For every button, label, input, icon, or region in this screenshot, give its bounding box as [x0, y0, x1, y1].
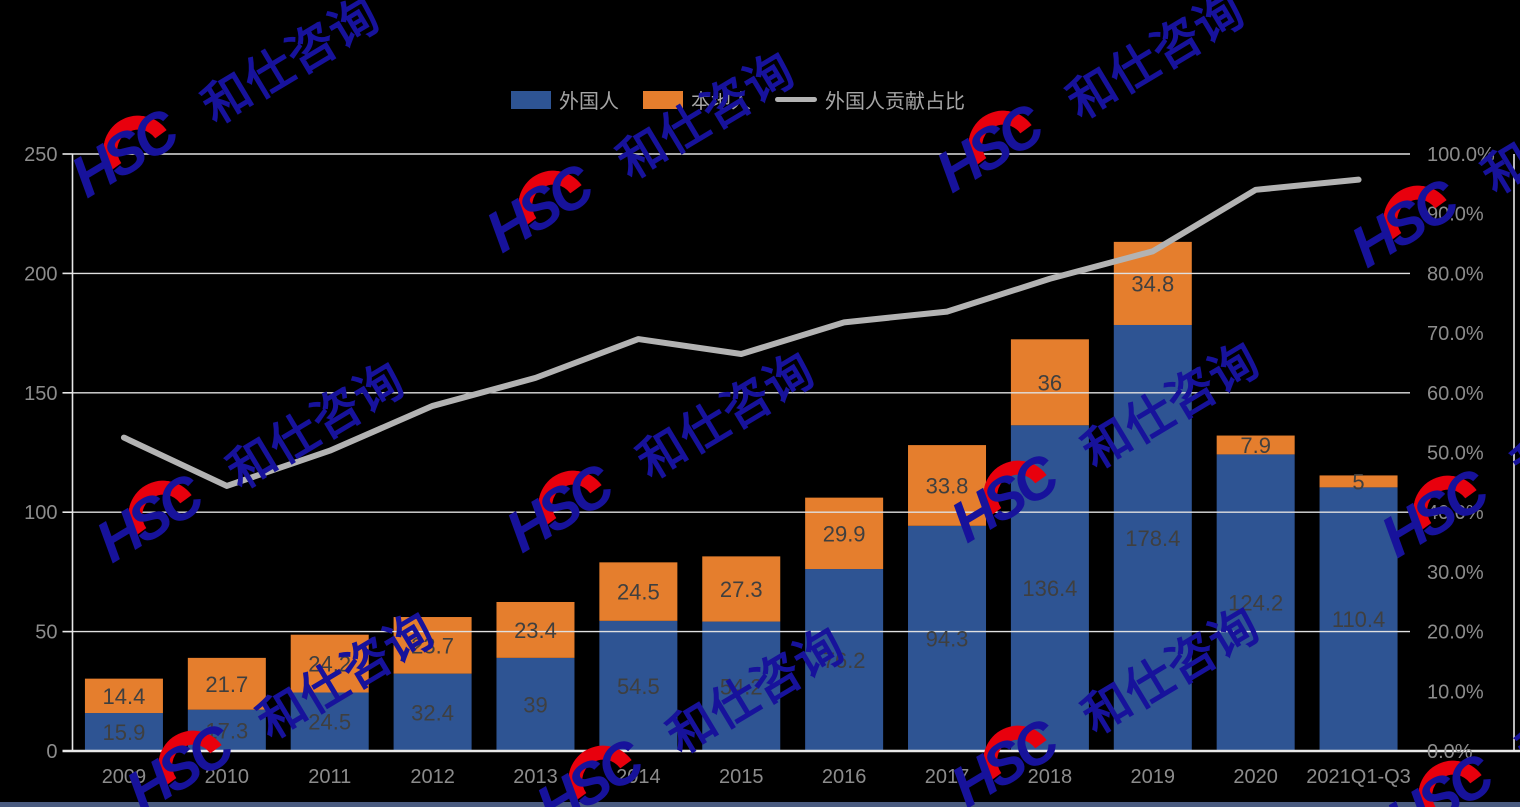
bar-label-foreigners-2014: 54.5 [617, 674, 660, 699]
bar-label-locals-2018: 36 [1038, 370, 1062, 395]
pct-tick-label-10.0%: 10.0% [1427, 681, 1484, 703]
bar-foreigners-2013 [496, 657, 575, 751]
bar-foreigners-2018 [1010, 425, 1089, 751]
x-tick-label-2009: 2009 [102, 766, 147, 788]
legend-item-contribution-ratio: 外国人贡献占比 [775, 85, 965, 114]
bar-label-foreigners-2021Q1-Q3: 110.4 [1332, 607, 1385, 632]
x-tick-label-2020: 2020 [1233, 766, 1278, 788]
bar-foreigners-2020 [1216, 454, 1295, 751]
pct-tick-label-60.0%: 60.0% [1427, 383, 1484, 405]
y-tick-label-200: 200 [24, 263, 57, 285]
legend-swatch-locals [643, 90, 683, 109]
bar-foreigners-2009 [84, 713, 163, 751]
bar-label-foreigners-2013: 39 [523, 692, 547, 717]
x-tick-label-2010: 2010 [205, 766, 250, 788]
bar-locals-2012 [393, 617, 472, 674]
bar-foreigners-2019 [1113, 324, 1192, 751]
bar-locals-2016 [805, 497, 884, 570]
bar-label-locals-2016: 29.9 [823, 521, 866, 546]
x-tick-label-2015: 2015 [719, 766, 764, 788]
legend-label-contribution-ratio: 外国人贡献占比 [825, 91, 965, 113]
bar-label-foreigners-2018: 136.4 [1022, 576, 1077, 601]
bar-label-locals-2013: 23.4 [514, 618, 557, 643]
pct-tick-label-90.0%: 90.0% [1427, 204, 1484, 226]
bar-locals-2020 [1216, 435, 1295, 455]
bar-locals-2009 [84, 678, 163, 714]
bar-label-foreigners-2016: 76.2 [823, 648, 866, 673]
legend-item-foreigners: 外国人 [511, 85, 619, 114]
bar-foreigners-2021Q1-Q3 [1319, 487, 1398, 751]
x-tick-label-2011: 2011 [308, 766, 351, 788]
y-tick-label-50: 50 [35, 622, 57, 644]
y-tick-label-150: 150 [24, 383, 57, 405]
pct-tick-label-40.0%: 40.0% [1427, 502, 1484, 524]
bar-locals-2021Q1-Q3 [1319, 475, 1398, 488]
pct-tick-label-20.0%: 20.0% [1427, 622, 1484, 644]
bar-label-locals-2015: 27.3 [720, 577, 763, 602]
bar-foreigners-2015 [702, 621, 781, 751]
bar-locals-2011 [290, 634, 369, 693]
x-tick-label-2018: 2018 [1028, 766, 1073, 788]
bar-foreigners-2014 [599, 620, 678, 751]
bar-locals-2013 [496, 601, 575, 658]
bar-label-locals-2020: 7.9 [1240, 433, 1271, 458]
bar-foreigners-2012 [393, 673, 472, 751]
bar-label-foreigners-2015: 54.2 [720, 674, 763, 699]
bottom-edge-line [0, 802, 1520, 807]
legend-swatch-contribution-line [775, 97, 817, 102]
bar-locals-2018 [1010, 339, 1089, 426]
bar-label-foreigners-2019: 178.4 [1125, 526, 1180, 551]
bar-foreigners-2017 [908, 525, 987, 751]
bar-label-locals-2009: 14.4 [103, 684, 146, 709]
pct-tick-label-0.0%: 0.0% [1427, 741, 1473, 763]
legend-item-locals: 本地人 [643, 85, 751, 114]
bar-foreigners-2010 [187, 709, 266, 751]
bar-label-locals-2010: 21.7 [205, 672, 248, 697]
bar-label-locals-2021Q1-Q3: 5 [1352, 469, 1364, 494]
bar-label-foreigners-2012: 32.4 [411, 700, 454, 725]
x-tick-label-2016: 2016 [822, 766, 867, 788]
legend-label-foreigners: 外国人 [559, 91, 619, 113]
y-tick-label-0: 0 [46, 741, 57, 763]
x-tick-label-2021Q1-Q3: 2021Q1-Q3 [1306, 766, 1411, 788]
bar-label-foreigners-2017: 94.3 [926, 626, 969, 651]
chart-legend: 外国人 本地人 外国人贡献占比 [511, 85, 965, 114]
bar-locals-2015 [702, 556, 781, 622]
legend-swatch-foreigners [511, 90, 551, 109]
pct-tick-label-50.0%: 50.0% [1427, 443, 1484, 465]
bar-label-foreigners-2009: 15.9 [103, 720, 146, 745]
bar-locals-2010 [187, 657, 266, 710]
bar-label-locals-2017: 33.8 [926, 473, 969, 498]
bar-label-locals-2019: 34.8 [1131, 271, 1174, 296]
x-tick-label-2013: 2013 [513, 766, 558, 788]
bar-label-foreigners-2011: 24.5 [308, 710, 351, 735]
bar-label-foreigners-2010: 17.3 [205, 718, 248, 743]
pct-tick-label-30.0%: 30.0% [1427, 562, 1484, 584]
bar-label-locals-2014: 24.5 [617, 580, 660, 605]
y-tick-label-100: 100 [24, 502, 57, 524]
pct-tick-label-80.0%: 80.0% [1427, 263, 1484, 285]
bar-foreigners-2016 [805, 569, 884, 751]
contribution-line [120, 176, 1362, 489]
bar-label-locals-2012: 23.7 [411, 633, 454, 658]
x-tick-label-2014: 2014 [616, 766, 661, 788]
legend-label-locals: 本地人 [691, 91, 751, 113]
y-tick-label-250: 250 [24, 144, 57, 166]
bar-locals-2014 [599, 562, 678, 621]
pct-tick-label-70.0%: 70.0% [1427, 323, 1484, 345]
bar-foreigners-2011 [290, 692, 369, 751]
x-tick-label-2017: 2017 [925, 766, 970, 788]
x-tick-label-2012: 2012 [410, 766, 455, 788]
x-tick-label-2019: 2019 [1131, 766, 1176, 788]
bar-label-locals-2011: 24.2 [308, 652, 351, 677]
bar-label-foreigners-2020: 124.2 [1228, 591, 1283, 616]
pct-tick-label-100.0%: 100.0% [1427, 144, 1495, 166]
